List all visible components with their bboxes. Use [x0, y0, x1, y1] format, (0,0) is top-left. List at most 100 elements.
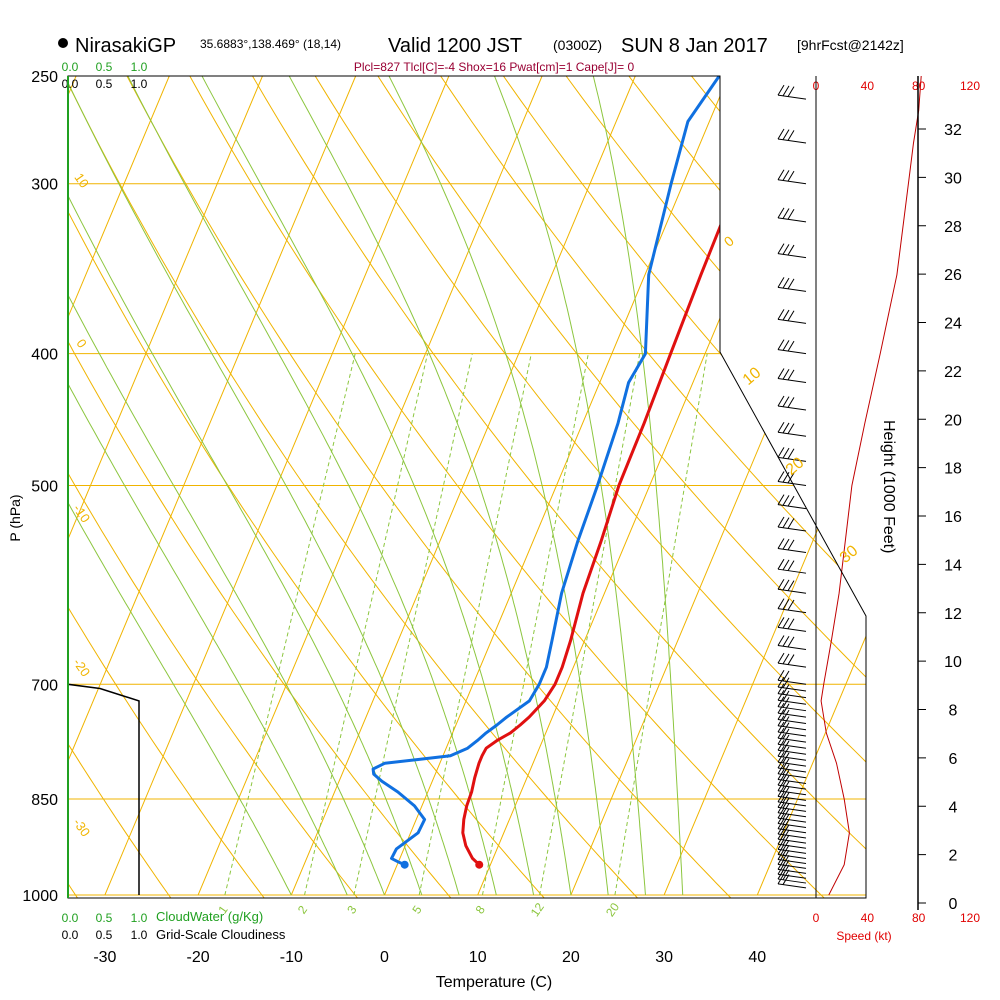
- wind-barb: [777, 739, 807, 755]
- wind-barb-staff: [777, 843, 807, 849]
- wind-barb-feather: [782, 538, 790, 550]
- wind-barb-feather: [777, 733, 785, 745]
- wind-barb: [777, 309, 807, 324]
- wind-barb-feather: [782, 396, 790, 407]
- moist-adiabat-line: [68, 76, 292, 896]
- wind-barb-feather: [777, 683, 785, 694]
- wind-barb: [777, 751, 807, 767]
- wind-barb-feather: [787, 618, 795, 629]
- wind-barb: [777, 745, 807, 761]
- surface-dewpoint-marker: [400, 860, 409, 869]
- mixing-ratio-label: 12: [528, 900, 547, 919]
- wind-barb-staff: [777, 286, 807, 292]
- station-dot-icon: [58, 38, 68, 48]
- moist-adiabat-line: [68, 76, 460, 896]
- wind-barb-feather: [787, 599, 795, 611]
- speed-tick-label-top: 40: [861, 79, 875, 93]
- wind-barb: [777, 128, 807, 144]
- isotherm-line: [68, 76, 263, 896]
- wind-barb-staff: [777, 731, 807, 737]
- moist-adiabat-line: [494, 76, 646, 896]
- cloudiness-scale-bottom: 1.0: [131, 928, 148, 942]
- wind-barb: [777, 689, 807, 705]
- wind-barb-feather: [777, 818, 785, 830]
- wind-barb: [777, 802, 807, 818]
- wind-barb-feather: [787, 170, 795, 182]
- wind-barb-feather: [777, 823, 785, 835]
- moist-adiabat-line: [68, 76, 385, 896]
- wind-barb-feather: [777, 834, 785, 845]
- wind-barb: [777, 813, 807, 828]
- wind-barb-staff: [777, 547, 807, 553]
- wind-barb-feather: [782, 277, 790, 289]
- wind-barb-feather: [782, 819, 790, 830]
- wind-barb-staff: [777, 828, 807, 834]
- wind-barb-feather: [777, 709, 785, 720]
- wind-barb-staff: [777, 431, 807, 437]
- temperature-tick-label: -20: [187, 949, 210, 966]
- wind-barb-staff: [777, 608, 807, 614]
- dry-adiabat-line: [68, 76, 285, 898]
- wind-speed-profile: [820, 75, 922, 896]
- dry-adiabat-line: [68, 76, 663, 898]
- plot-frame: [67, 75, 867, 899]
- wind-barb: [777, 854, 807, 869]
- cloudiness-scale-bottom: 0.5: [96, 928, 113, 942]
- wind-barb: [777, 670, 807, 685]
- wind-barb-feather: [782, 813, 790, 825]
- mixing-ratio-label: 5: [409, 903, 424, 917]
- station-coords: 35.6883°,138.469° (18,14): [200, 37, 341, 51]
- wind-barb-feather: [777, 763, 785, 775]
- height-tick-label: 10: [944, 654, 962, 671]
- wind-barb-feather: [782, 740, 790, 752]
- wind-barb: [777, 715, 807, 731]
- wind-barb: [777, 807, 807, 823]
- wind-barb-feather: [782, 781, 790, 792]
- pressure-tick-label: 250: [31, 69, 58, 86]
- wind-barb-staff: [777, 504, 807, 510]
- isotherm-label: -20: [70, 655, 93, 679]
- wind-barb-feather: [782, 85, 790, 97]
- isotherm-label: -30: [70, 815, 93, 839]
- dry-adiabat-line: [796, 76, 866, 898]
- isotherm-label: 20: [783, 454, 808, 479]
- wind-barb-feather: [777, 828, 785, 840]
- speed-tick-label-bottom: 40: [861, 911, 875, 925]
- wind-barb-feather: [782, 559, 790, 571]
- wind-barb-feather: [777, 849, 785, 860]
- wind-barb-feather: [787, 208, 795, 220]
- cloudiness-scale-bottom: 0.0: [62, 928, 79, 942]
- temperature-tick-label: -30: [93, 949, 116, 966]
- wind-barb-feather: [777, 558, 785, 570]
- wind-barb: [777, 683, 807, 699]
- wind-barb-feather: [787, 340, 795, 352]
- wind-barb-feather: [777, 739, 785, 751]
- wind-barb-feather: [787, 369, 795, 381]
- isotherm-label: -10: [70, 501, 93, 525]
- cloudwater-scale-top: 1.0: [131, 60, 148, 74]
- wind-barb-staff: [777, 349, 807, 355]
- wind-barb-staff: [777, 405, 807, 411]
- speed-tick-label-top: 120: [960, 79, 980, 93]
- wind-barb-feather: [777, 780, 785, 792]
- pressure-tick-label: 850: [31, 792, 58, 809]
- wind-barb-feather: [782, 709, 790, 721]
- isotherm-label: 10: [740, 364, 765, 389]
- isotherm-line: [290, 76, 636, 896]
- wind-barb: [777, 538, 807, 553]
- wind-barb-feather: [777, 873, 785, 885]
- wind-barb-staff: [777, 679, 807, 685]
- pressure-tick-label: 400: [31, 347, 58, 364]
- dry-adiabat-line: [300, 76, 866, 898]
- moist-adiabat-line: [201, 76, 535, 896]
- dry-adiabat-line: [68, 76, 568, 898]
- height-tick-label: 8: [949, 703, 958, 720]
- wind-barb: [777, 617, 807, 632]
- wind-barb-feather: [777, 839, 785, 850]
- wind-barb: [777, 243, 807, 259]
- wind-barb: [777, 774, 807, 790]
- wind-barb-feather: [777, 757, 785, 769]
- wind-barb-feather: [777, 578, 785, 590]
- temperature-axis-label: Temperature (C): [436, 974, 552, 991]
- wind-barb: [777, 757, 807, 773]
